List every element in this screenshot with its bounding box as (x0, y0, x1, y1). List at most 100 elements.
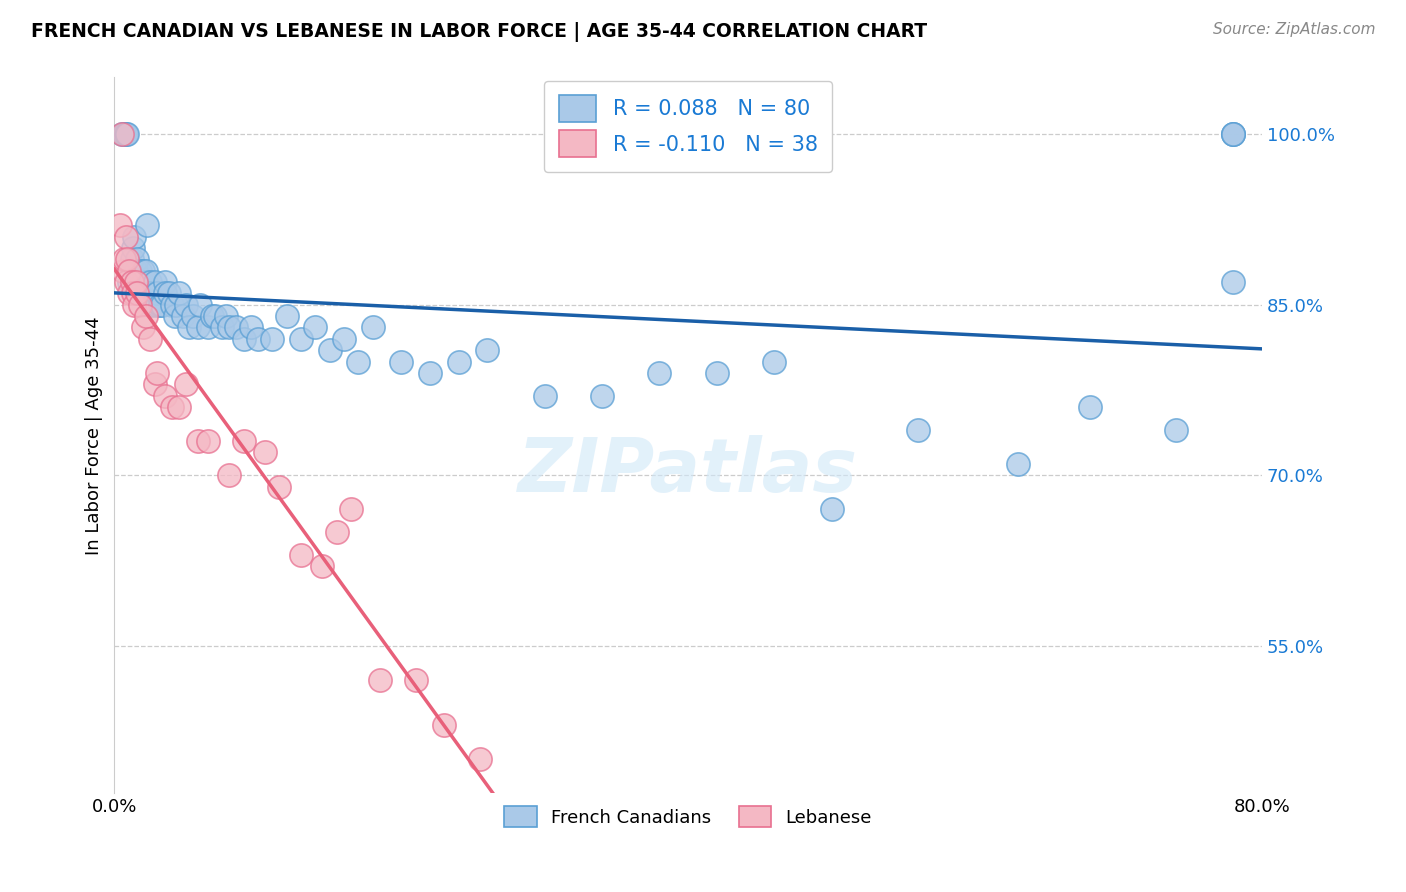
Point (190, 298, 212, 312)
Point (118, 275, 141, 289)
Point (232, 332, 254, 346)
Point (108, 218, 131, 232)
Point (187, 434, 209, 448)
Point (150, 298, 173, 312)
Point (153, 286, 176, 301)
Point (218, 320, 240, 334)
Point (149, 298, 172, 312)
Point (763, 354, 786, 368)
Point (124, 298, 146, 312)
Point (197, 320, 219, 334)
Point (128, 275, 150, 289)
Point (361, 320, 384, 334)
Point (127, 252, 149, 267)
Point (115, 275, 138, 289)
Point (167, 286, 190, 301)
Point (115, 229, 138, 244)
Point (114, 252, 136, 267)
Point (304, 320, 326, 334)
Point (167, 400, 190, 414)
Point (389, 354, 412, 368)
Point (124, 229, 146, 244)
Point (129, 298, 152, 312)
Point (118, 263, 141, 277)
Point (122, 286, 145, 301)
Point (1222, 275, 1244, 289)
Point (1222, 128, 1244, 142)
Point (111, 263, 134, 277)
Point (290, 548, 312, 562)
Point (110, 128, 132, 142)
Point (433, 718, 456, 732)
Point (121, 275, 143, 289)
Point (239, 320, 262, 334)
Point (1007, 457, 1029, 471)
Point (177, 320, 200, 334)
Point (204, 309, 226, 323)
Point (333, 332, 356, 346)
Point (1222, 128, 1244, 142)
Point (125, 275, 148, 289)
Point (262, 332, 284, 346)
Point (115, 128, 138, 142)
Point (368, 673, 391, 687)
Point (174, 377, 197, 392)
Point (706, 366, 728, 380)
Point (1078, 400, 1101, 414)
Point (174, 298, 197, 312)
Point (318, 343, 340, 358)
Point (153, 389, 176, 403)
Point (405, 673, 427, 687)
Point (290, 332, 312, 346)
Point (118, 286, 141, 301)
Point (157, 286, 180, 301)
Point (136, 218, 159, 232)
Point (246, 332, 269, 346)
Point (139, 332, 162, 346)
Point (197, 434, 219, 448)
Point (132, 320, 155, 334)
Point (187, 320, 209, 334)
Point (114, 128, 136, 142)
Point (146, 366, 169, 380)
Point (118, 263, 141, 277)
Point (470, 752, 492, 766)
Point (225, 320, 247, 334)
Point (1222, 128, 1244, 142)
Point (139, 275, 162, 289)
Point (135, 275, 157, 289)
Point (820, 502, 842, 516)
Point (132, 275, 155, 289)
Point (110, 128, 132, 142)
Point (129, 263, 152, 277)
Point (477, 343, 499, 358)
Point (122, 241, 145, 255)
Point (143, 275, 166, 289)
Point (160, 298, 183, 312)
Point (347, 354, 370, 368)
Point (447, 354, 470, 368)
Point (215, 309, 238, 323)
Point (533, 389, 555, 403)
Point (419, 366, 441, 380)
Point (121, 252, 143, 267)
Point (125, 263, 148, 277)
Legend: French Canadians, Lebanese: French Canadians, Lebanese (498, 799, 879, 834)
Point (132, 263, 155, 277)
Point (160, 400, 183, 414)
Point (591, 389, 613, 403)
Point (276, 309, 298, 323)
Point (141, 298, 163, 312)
Point (253, 445, 276, 459)
Point (127, 286, 149, 301)
Point (143, 286, 166, 301)
Point (125, 275, 148, 289)
Point (163, 309, 186, 323)
Text: FRENCH CANADIAN VS LEBANESE IN LABOR FORCE | AGE 35-44 CORRELATION CHART: FRENCH CANADIAN VS LEBANESE IN LABOR FOR… (31, 22, 927, 42)
Point (117, 128, 139, 142)
Point (1164, 423, 1187, 437)
Point (146, 286, 169, 301)
Point (340, 502, 363, 516)
Y-axis label: In Labor Force | Age 35-44: In Labor Force | Age 35-44 (86, 316, 103, 555)
Point (138, 286, 160, 301)
